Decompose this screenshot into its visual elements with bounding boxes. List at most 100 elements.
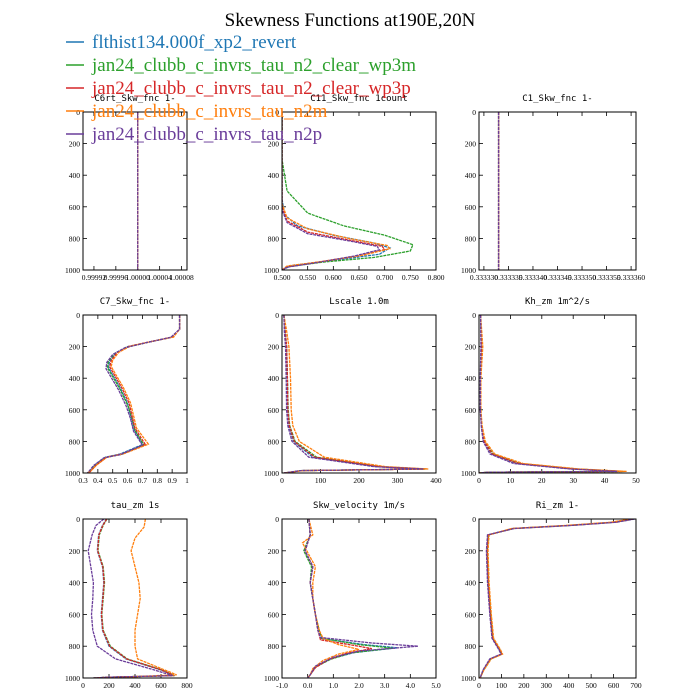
series-line xyxy=(282,112,414,270)
plot-frame xyxy=(82,518,188,679)
series-group xyxy=(87,315,181,473)
x-tick-label: 1.00004 xyxy=(147,273,172,282)
series-line xyxy=(479,315,621,473)
series-group xyxy=(283,315,429,473)
panel-title: C1_Skw_fnc 1- xyxy=(522,94,592,104)
x-tick-label: 800 xyxy=(181,681,193,690)
y-tick-label: 600 xyxy=(69,203,81,212)
series-group xyxy=(479,315,627,473)
x-tick-label: 2.0 xyxy=(354,681,364,690)
x-tick-label: 0.4 xyxy=(93,476,103,485)
series-line xyxy=(479,315,627,473)
series-line xyxy=(93,519,175,678)
y-tick-label: 1000 xyxy=(264,674,279,683)
y-tick-label: 1000 xyxy=(264,266,279,275)
legend: flthist134.000f_xp2_revertjan24_clubb_c_… xyxy=(66,32,416,145)
y-tick-label: 600 xyxy=(465,406,477,415)
x-tick-label: 300 xyxy=(392,476,404,485)
y-tick-label: 600 xyxy=(465,610,477,619)
series-line xyxy=(283,315,426,473)
x-tick-label: 500 xyxy=(586,681,598,690)
y-tick-label: 200 xyxy=(69,547,81,556)
y-tick-label: 200 xyxy=(69,343,81,352)
y-tick-label: 600 xyxy=(268,610,280,619)
plot-frame xyxy=(281,518,437,679)
y-tick-label: 1000 xyxy=(461,674,476,683)
x-tick-label: 0 xyxy=(477,681,481,690)
series-line xyxy=(479,315,622,473)
series-group xyxy=(87,519,177,678)
panel-1: C6rt_Skw_fnc 1- 0 200 400 600 800 10000.999920… xyxy=(65,94,194,282)
y-tick-label: 1000 xyxy=(65,674,80,683)
x-tick-label: 20 xyxy=(538,476,546,485)
x-tick-label: 0.650 xyxy=(351,273,368,282)
x-tick-label: 3.0 xyxy=(380,681,390,690)
x-tick-label: 0.333330 xyxy=(470,273,498,282)
plot-frame xyxy=(478,314,637,474)
series-line xyxy=(304,519,398,678)
x-tick-label: 0.6 xyxy=(123,476,133,485)
x-tick-label: 100 xyxy=(496,681,508,690)
legend-entry: jan24_clubb_c_invrs_tau_n2m xyxy=(91,101,328,122)
x-tick-label: 0.600 xyxy=(325,273,342,282)
x-tick-label: 40 xyxy=(601,476,609,485)
y-tick-label: 800 xyxy=(268,234,280,243)
series-line xyxy=(95,519,177,678)
plot-frame xyxy=(281,314,437,474)
x-tick-label: 0.8 xyxy=(153,476,163,485)
plot-frame xyxy=(281,111,437,271)
x-tick-label: 0.333340 xyxy=(519,273,547,282)
panel-title: Ri_zm 1- xyxy=(536,501,579,511)
panel-title: C11_Skw_fnc 1count xyxy=(310,94,408,104)
legend-entry: jan24_clubb_c_invrs_tau_n2_clear_wp3m xyxy=(91,55,416,76)
x-tick-label: 10 xyxy=(507,476,515,485)
panel-title: C7_Skw_fnc 1- xyxy=(100,297,170,307)
y-tick-label: 400 xyxy=(69,374,81,383)
x-tick-label: 200 xyxy=(518,681,530,690)
x-tick-label: 400 xyxy=(129,681,141,690)
y-tick-label: 200 xyxy=(268,547,280,556)
panel-title: C6rt_Skw_fnc 1- xyxy=(94,94,175,104)
x-tick-label: 1 xyxy=(185,476,189,485)
y-tick-label: 600 xyxy=(69,406,81,415)
x-tick-label: 0.99992 xyxy=(82,273,107,282)
x-tick-label: 30 xyxy=(569,476,577,485)
y-tick-label: 800 xyxy=(268,642,280,651)
y-tick-label: 1000 xyxy=(65,469,80,478)
x-tick-label: -1.0 xyxy=(276,681,288,690)
x-tick-label: 0.333350 xyxy=(568,273,596,282)
series-line xyxy=(479,519,636,678)
figure-title: Skewness Functions at190E,20N xyxy=(225,10,476,31)
x-tick-label: 0.700 xyxy=(376,273,393,282)
y-tick-label: 400 xyxy=(465,374,477,383)
y-tick-label: 0 xyxy=(275,311,279,320)
x-tick-label: 0.9 xyxy=(167,476,177,485)
y-tick-label: 200 xyxy=(465,140,477,149)
series-line xyxy=(304,519,419,678)
y-tick-label: 800 xyxy=(69,234,81,243)
x-tick-label: 1.00000 xyxy=(126,273,151,282)
x-tick-label: 0.333345 xyxy=(543,273,571,282)
x-tick-label: 100 xyxy=(315,476,327,485)
y-tick-label: 800 xyxy=(69,437,81,446)
x-tick-label: 0.7 xyxy=(138,476,148,485)
x-tick-label: 0 xyxy=(477,476,481,485)
plot-frame xyxy=(478,111,637,271)
series-line xyxy=(87,315,181,473)
y-tick-label: 0 xyxy=(472,108,476,117)
panel-3: C1_Skw_fnc 1-020040060080010000.3333300.… xyxy=(461,94,645,282)
y-tick-label: 400 xyxy=(465,579,477,588)
y-tick-label: 0 xyxy=(76,515,80,524)
x-tick-label: 0.800 xyxy=(428,273,445,282)
x-tick-label: 600 xyxy=(155,681,167,690)
y-tick-label: 200 xyxy=(268,343,280,352)
y-tick-label: 800 xyxy=(465,437,477,446)
y-tick-label: 400 xyxy=(69,579,81,588)
panel-2: C11_Skw_fnc 1count 0 200 400 600 800 10000.500… xyxy=(264,94,445,282)
x-tick-label: 50 xyxy=(632,476,640,485)
y-tick-label: 800 xyxy=(465,234,477,243)
